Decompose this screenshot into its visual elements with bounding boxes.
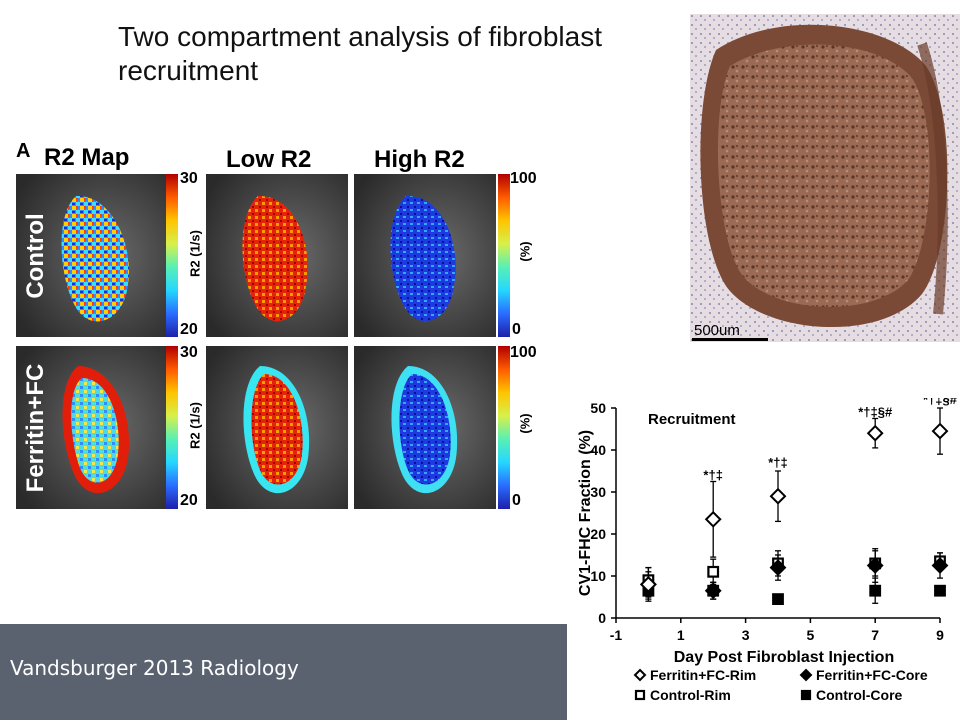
legend-marker bbox=[633, 668, 647, 682]
y-tick-label: 30 bbox=[590, 484, 606, 500]
point-ferritin-fc-rim bbox=[639, 575, 657, 593]
legend-entry: Control-Rim bbox=[650, 687, 731, 703]
column-title-low-r2: Low R2 bbox=[226, 146, 312, 173]
r2-colorbar-row2 bbox=[166, 346, 178, 509]
x-axis-label: Day Post Fibroblast Injection bbox=[674, 649, 894, 666]
point-ferritin-fc-rim bbox=[866, 424, 884, 442]
r2-min-row2: 20 bbox=[180, 492, 198, 509]
y-tick-label: 50 bbox=[590, 400, 606, 416]
y-tick-label: 0 bbox=[598, 610, 606, 626]
recruitment-chart: 0 10 20 30 40 50 -1 1 3 5 7 9 Recruitment Day Post Fi… bbox=[570, 392, 960, 720]
x-tick-label: 7 bbox=[871, 627, 879, 643]
mri-control-r2-map bbox=[16, 174, 166, 337]
point-control-core bbox=[869, 584, 882, 597]
row-label-control: Control bbox=[22, 213, 49, 299]
point-ferritin-fc-core bbox=[704, 582, 722, 600]
r2-colorbar-row1 bbox=[166, 174, 178, 337]
histology-image bbox=[690, 14, 960, 342]
legend-entry: Ferritin+FC-Core bbox=[816, 667, 928, 683]
panel-letter: A bbox=[16, 140, 31, 162]
pct-max-row2: 100 bbox=[510, 344, 537, 361]
r2-max-row1: 30 bbox=[180, 170, 198, 187]
row-label-ferritin: Ferritin+FC bbox=[22, 363, 49, 493]
pct-unit-row1: (%) bbox=[517, 241, 533, 262]
legend-marker bbox=[800, 689, 812, 701]
pct-unit-row2: (%) bbox=[517, 413, 533, 434]
mri-control-low-r2 bbox=[206, 174, 348, 337]
significance-annotation: *†‡§# bbox=[923, 398, 958, 407]
x-tick-label: 9 bbox=[936, 627, 944, 643]
point-ferritin-fc-core bbox=[769, 559, 787, 577]
legend-entry: Control-Core bbox=[816, 687, 903, 703]
x-tick-label: 3 bbox=[742, 627, 750, 643]
histology-image-svg bbox=[690, 14, 960, 342]
pct-min-row1: 0 bbox=[512, 321, 521, 338]
mri-control-high-r2 bbox=[354, 174, 496, 337]
point-control-core bbox=[772, 593, 784, 606]
mri-control-r2-map-image bbox=[16, 174, 166, 337]
x-tick-label: -1 bbox=[610, 627, 623, 643]
footer-citation: Vandsburger 2013 Radiology bbox=[10, 656, 299, 680]
column-title-high-r2: High R2 bbox=[374, 146, 465, 173]
point-control-rim bbox=[707, 565, 720, 578]
significance-annotation: *†‡§# bbox=[858, 404, 893, 419]
r2-unit-row2: R2 (1/s) bbox=[187, 402, 203, 449]
point-ferritin-fc-core bbox=[931, 557, 949, 574]
pct-colorbar-row1 bbox=[498, 174, 510, 337]
pct-colorbar-row2 bbox=[498, 346, 510, 509]
r2-unit-row1: R2 (1/s) bbox=[187, 230, 203, 277]
r2-max-row2: 30 bbox=[180, 344, 198, 361]
figure-a: A R2 Map Low R2 High R2 bbox=[0, 136, 560, 526]
mri-ferritin-high-r2-image bbox=[354, 346, 496, 509]
legend-entry: Ferritin+FC-Rim bbox=[650, 667, 756, 683]
mri-ferritin-r2-map bbox=[16, 346, 166, 509]
chart-title: Recruitment bbox=[648, 411, 736, 428]
mri-ferritin-low-r2 bbox=[206, 346, 348, 509]
column-title-r2-map: R2 Map bbox=[44, 144, 130, 171]
mri-ferritin-high-r2 bbox=[354, 346, 496, 509]
pct-max-row1: 100 bbox=[510, 170, 537, 187]
mri-ferritin-low-r2-image bbox=[206, 346, 348, 509]
scale-bar-label: 500um bbox=[694, 322, 740, 339]
pct-min-row2: 0 bbox=[512, 492, 521, 509]
mri-control-high-r2-image bbox=[354, 174, 496, 337]
legend-marker bbox=[799, 668, 813, 682]
point-ferritin-fc-core bbox=[866, 557, 884, 574]
point-ferritin-fc-rim bbox=[704, 510, 722, 528]
y-axis-label: CV1-FHC Fraction (%) bbox=[577, 430, 594, 596]
legend-marker bbox=[634, 689, 646, 701]
x-tick-label: 5 bbox=[807, 627, 815, 643]
r2-min-row1: 20 bbox=[180, 321, 198, 338]
mri-control-low-r2-image bbox=[206, 174, 348, 337]
mri-ferritin-r2-map-image bbox=[16, 346, 166, 509]
significance-annotation: *†‡ bbox=[703, 467, 723, 482]
y-tick-label: 40 bbox=[590, 442, 606, 458]
point-ferritin-fc-rim bbox=[769, 487, 787, 505]
point-control-core bbox=[934, 584, 946, 597]
footer-bar bbox=[0, 624, 567, 720]
significance-annotation: *†‡ bbox=[768, 455, 788, 470]
y-tick-label: 20 bbox=[590, 526, 606, 542]
recruitment-chart-svg: 0 10 20 30 40 50 -1 1 3 5 7 9 Recruitment Day Post Fi… bbox=[577, 392, 958, 703]
x-tick-label: 1 bbox=[677, 627, 685, 643]
scale-bar bbox=[692, 338, 768, 341]
y-tick-label: 10 bbox=[590, 568, 606, 584]
slide-title: Two compartment analysis of fibroblast r… bbox=[118, 21, 602, 86]
point-ferritin-fc-rim bbox=[931, 422, 949, 440]
